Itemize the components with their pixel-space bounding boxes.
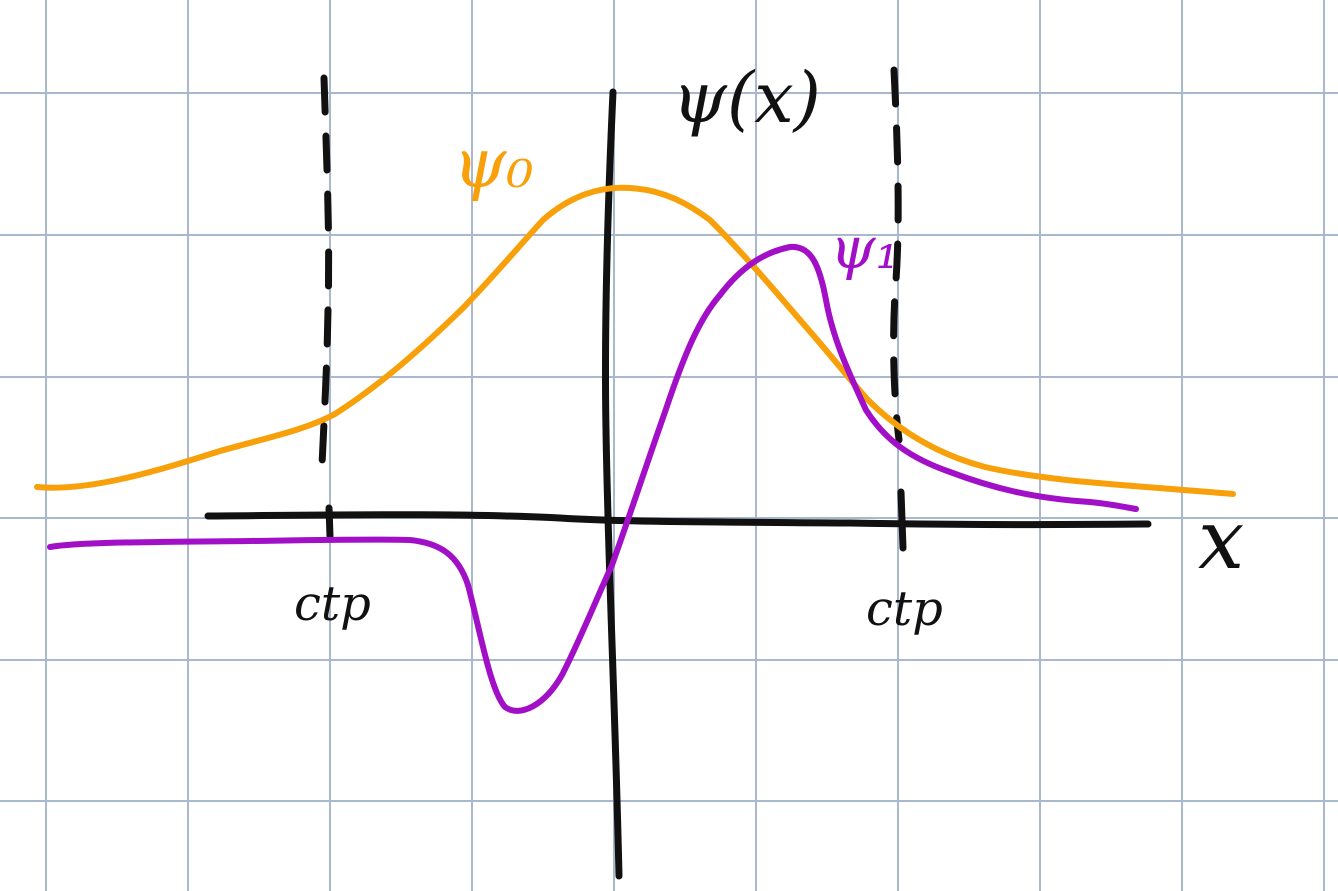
- left-turning-point-dashed-line: [318, 74, 333, 469]
- ground-state-label: ψ₀: [453, 125, 534, 204]
- labels: ψ(x) x ψ₀ ψ₁ ctp ctp: [294, 57, 1244, 637]
- x-axis: [204, 511, 1152, 529]
- left-turning-point-tick: [325, 504, 334, 540]
- right-turning-point-tick: [897, 488, 907, 552]
- y-axis: [601, 88, 623, 880]
- left-turning-point-label: ctp: [294, 576, 371, 632]
- wavefunction-curves: [34, 184, 1236, 714]
- right-turning-point-dashed-line: [890, 66, 903, 444]
- x-axis-label: x: [1198, 493, 1244, 588]
- ground-state-curve: [34, 184, 1236, 497]
- first-excited-state-label: ψ₁: [830, 214, 899, 282]
- y-axis-label: ψ(x): [672, 57, 821, 139]
- first-excited-state-curve: [47, 243, 1139, 714]
- coordinate-axes: [204, 88, 1152, 880]
- right-turning-point-label: ctp: [866, 581, 943, 637]
- turning-point-dashed-lines: [318, 66, 903, 469]
